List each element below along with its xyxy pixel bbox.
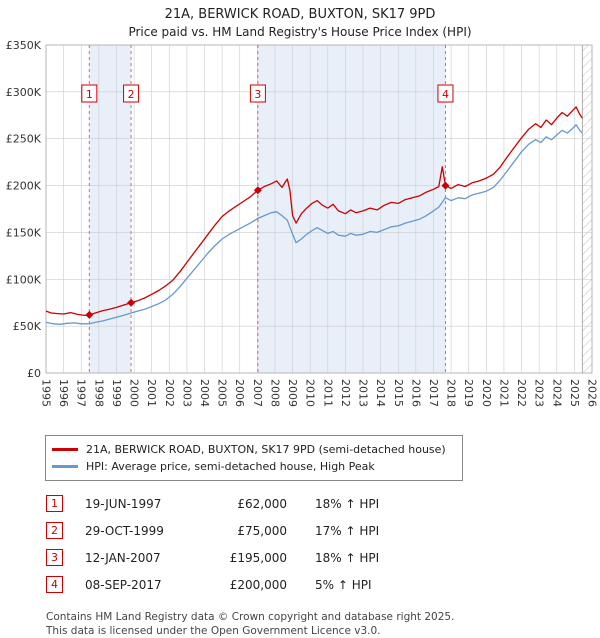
transaction-row: 3 12-JAN-2007 £195,000 18% ↑ HPI (46, 544, 600, 571)
event-number-box (81, 84, 98, 103)
legend-item: 21A, BERWICK ROAD, BUXTON, SK17 9PD (sem… (52, 441, 456, 458)
legend-swatch (52, 448, 78, 451)
x-axis-label: 2025 (568, 379, 581, 407)
x-axis-label: 2001 (145, 379, 158, 407)
x-axis-label: 2021 (497, 379, 510, 407)
x-axis-label: 2012 (339, 379, 352, 407)
x-axis-label: 1998 (92, 379, 105, 407)
x-axis-label: 2000 (128, 379, 141, 407)
x-axis-label: 2020 (480, 379, 493, 407)
x-axis-label: 2014 (374, 379, 387, 407)
x-axis-label: 2003 (180, 379, 193, 407)
transaction-price: £195,000 (229, 550, 287, 565)
event-number-box (249, 84, 266, 103)
transaction-row: 1 19-JUN-1997 £62,000 18% ↑ HPI (46, 490, 600, 517)
x-axis-label: 1996 (57, 379, 70, 407)
transaction-price: £200,000 (229, 577, 287, 592)
x-axis-label: 2017 (427, 379, 440, 407)
legend-swatch (52, 465, 78, 468)
x-axis-label: 2013 (357, 379, 370, 407)
sale-marker (253, 186, 262, 195)
footer-line-2: This data is licensed under the Open Gov… (46, 625, 381, 638)
y-axis-label: £300K (6, 86, 42, 99)
legend-label: HPI: Average price, semi-detached house,… (86, 460, 375, 473)
x-axis-label: 2019 (462, 379, 475, 407)
y-axis-label: £50K (13, 320, 42, 333)
footer: Contains HM Land Registry data © Crown c… (46, 610, 600, 638)
x-axis-label: 2004 (198, 379, 211, 407)
y-axis-label: £150K (6, 226, 42, 239)
footer-line-1: Contains HM Land Registry data © Crown c… (46, 611, 455, 623)
x-axis-label: 2007 (251, 379, 264, 407)
transaction-hpi-delta: 18% ↑ HPI (315, 550, 380, 565)
x-axis-label: 1995 (40, 379, 53, 407)
x-axis-label: 2011 (321, 379, 334, 407)
sale-marker (441, 181, 450, 190)
shaded-band (257, 45, 446, 373)
event-number-label: 4 (442, 88, 449, 101)
transactions-table: 1 19-JUN-1997 £62,000 18% ↑ HPI 2 29-OCT-1999… (46, 490, 600, 598)
y-axis-label: £0 (27, 367, 41, 380)
transaction-hpi-delta: 5% ↑ HPI (315, 577, 372, 592)
event-number-label: 2 (128, 88, 135, 101)
y-axis-label: £200K (6, 180, 42, 193)
x-axis-label: 2006 (233, 379, 246, 407)
x-axis-label: 2005 (216, 379, 229, 407)
transaction-hpi-delta: 18% ↑ HPI (315, 496, 380, 511)
y-axis-label: £100K (6, 273, 42, 286)
legend-label: 21A, BERWICK ROAD, BUXTON, SK17 9PD (sem… (86, 443, 446, 456)
y-axis-label: £350K (6, 39, 42, 52)
transaction-row: 2 29-OCT-1999 £75,000 17% ↑ HPI (46, 517, 600, 544)
transaction-date: 29-OCT-1999 (85, 523, 164, 538)
x-axis-label: 2015 (392, 379, 405, 407)
event-number-box (123, 84, 140, 103)
x-axis-label: 2010 (304, 379, 317, 407)
x-axis-label: 2018 (445, 379, 458, 407)
sale-marker (85, 310, 94, 319)
x-axis-label: 2026 (586, 379, 599, 407)
transaction-price: £62,000 (237, 496, 287, 511)
price-chart: £0 £50K £100K £150K £200K £250K £300K £350K 1 2 3 4… (6, 39, 599, 407)
event-number-label: 1 (86, 88, 93, 101)
x-axis-label: 2002 (163, 379, 176, 407)
x-axis-label: 1997 (75, 379, 88, 407)
x-axis-label: 2024 (550, 379, 563, 407)
transaction-price: £75,000 (237, 523, 287, 538)
series-hpi (45, 124, 583, 325)
legend: 21A, BERWICK ROAD, BUXTON, SK17 9PD (sem… (45, 435, 463, 481)
transaction-date: 12-JAN-2007 (85, 550, 161, 565)
x-axis-label: 2016 (409, 379, 422, 407)
x-axis-label: 2009 (286, 379, 299, 407)
event-number-box (437, 84, 454, 103)
legend-item: HPI: Average price, semi-detached house,… (52, 458, 456, 475)
x-axis-label: 2022 (515, 379, 528, 407)
transaction-number: 4 (46, 576, 63, 593)
transaction-date: 19-JUN-1997 (85, 496, 162, 511)
transaction-number: 2 (46, 522, 63, 539)
page-subtitle: Price paid vs. HM Land Registry's House … (128, 25, 472, 39)
x-axis-label: 2008 (268, 379, 281, 407)
transaction-row: 4 08-SEP-2017 £200,000 5% ↑ HPI (46, 571, 600, 598)
transaction-number: 1 (46, 495, 63, 512)
x-axis-label: 1999 (110, 379, 123, 407)
event-number-label: 3 (254, 88, 261, 101)
page-title: 21A, BERWICK ROAD, BUXTON, SK17 9PD (164, 7, 436, 22)
future-hatch (582, 45, 592, 373)
y-axis-label: £250K (6, 133, 42, 146)
transaction-hpi-delta: 17% ↑ HPI (315, 523, 380, 538)
transaction-date: 08-SEP-2017 (85, 577, 162, 592)
sale-marker (127, 298, 136, 307)
x-axis-label: 2023 (533, 379, 546, 407)
series-price-paid (45, 106, 583, 317)
transaction-number: 3 (46, 549, 63, 566)
